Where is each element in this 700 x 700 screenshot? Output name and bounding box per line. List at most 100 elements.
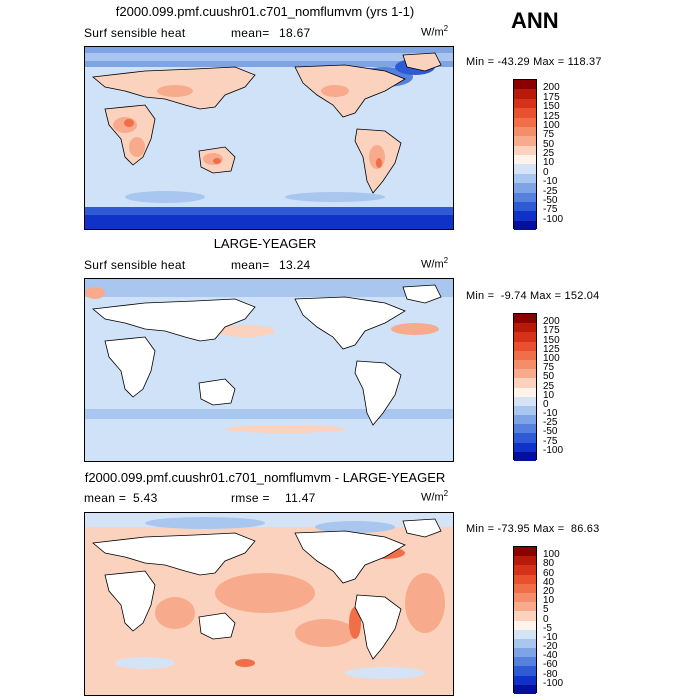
colorbar-swatch bbox=[514, 415, 536, 425]
colorbar-swatch bbox=[514, 556, 536, 566]
panel-3-units: W/m2 bbox=[421, 489, 449, 504]
map-band bbox=[85, 215, 453, 229]
colorbar-tick-label: -100 bbox=[543, 677, 564, 689]
colorbar-tick-label: 75 bbox=[543, 362, 555, 374]
colorbar-tick-label: -10 bbox=[543, 176, 558, 188]
colorbar-swatch bbox=[514, 592, 536, 603]
colorbar-swatch bbox=[514, 657, 536, 667]
colorbar-swatch bbox=[514, 89, 536, 99]
panel-2-mean-label: mean= bbox=[231, 258, 270, 272]
colorbar-swatch bbox=[514, 314, 536, 324]
colorbar-swatch bbox=[514, 323, 536, 333]
colorbar-tick-label: 175 bbox=[543, 91, 560, 103]
colorbar-tick-label: -100 bbox=[543, 213, 564, 225]
colorbar-tick-label: -25 bbox=[543, 185, 558, 197]
colorbar-swatch bbox=[514, 136, 536, 146]
map-blob bbox=[295, 619, 355, 647]
map-blob bbox=[235, 659, 255, 667]
panel-1-variable-label: Surf sensible heat bbox=[84, 26, 186, 40]
colorbar-tick-label: 80 bbox=[543, 558, 555, 570]
colorbar-tick-label: -50 bbox=[543, 194, 558, 206]
map-blob bbox=[157, 85, 193, 97]
map-blob bbox=[215, 573, 315, 613]
map-band bbox=[85, 409, 453, 419]
colorbar-swatch bbox=[514, 442, 536, 452]
colorbar-swatch bbox=[514, 620, 536, 630]
colorbar-tick-label: -10 bbox=[543, 408, 558, 420]
colorbar-swatch bbox=[514, 108, 536, 118]
colorbar-tick-label: -5 bbox=[543, 622, 552, 634]
colorbar-swatch bbox=[514, 583, 536, 593]
panel-2-minmax: Min = -9.74 Max = 152.04 bbox=[466, 290, 600, 302]
land-africa bbox=[104, 104, 156, 166]
colorbar-tick-label: 125 bbox=[543, 343, 560, 355]
panel-1-units: W/m2 bbox=[421, 24, 449, 39]
colorbar-tick-label: 75 bbox=[543, 129, 555, 141]
colorbar-swatch bbox=[514, 378, 536, 388]
map-blob bbox=[405, 573, 445, 633]
colorbar-swatch bbox=[514, 648, 536, 658]
colorbar-swatch bbox=[514, 359, 536, 370]
land-africa bbox=[104, 336, 156, 398]
colorbar-tick-label: 175 bbox=[543, 325, 560, 337]
colorbar-swatch bbox=[514, 201, 536, 212]
colorbar-tick-label: -75 bbox=[543, 435, 558, 447]
panel-1-title: f2000.099.pmf.cuushr01.c701_nomflumvm (y… bbox=[115, 4, 415, 19]
colorbar-tick-label: 40 bbox=[543, 576, 555, 588]
colorbar-swatch bbox=[514, 341, 536, 351]
colorbar-tick-label: -40 bbox=[543, 650, 558, 662]
colorbar-swatch bbox=[514, 80, 536, 90]
colorbar-tick-label: 50 bbox=[543, 371, 555, 383]
land-north-america bbox=[294, 296, 406, 350]
colorbar-swatch bbox=[514, 629, 536, 639]
colorbar-swatch bbox=[514, 574, 536, 584]
land-greenland bbox=[402, 284, 442, 304]
map-blob bbox=[349, 607, 361, 639]
colorbar-tick-label: 0 bbox=[543, 166, 549, 178]
panel-1-map bbox=[84, 46, 454, 230]
colorbar-swatch bbox=[514, 405, 536, 416]
land-north-america bbox=[294, 530, 406, 584]
map-blob bbox=[321, 85, 349, 97]
map-blob bbox=[213, 158, 221, 164]
panel-3-rmse-label: rmse = bbox=[231, 491, 270, 505]
colorbar-swatch bbox=[514, 164, 536, 174]
panel-1-colorbar bbox=[513, 79, 537, 230]
panel-3-rmse-value: 11.47 bbox=[285, 491, 316, 505]
land-eurasia bbox=[92, 298, 256, 342]
colorbar-tick-label: -25 bbox=[543, 417, 558, 429]
colorbar-swatch bbox=[514, 220, 536, 230]
land-africa bbox=[104, 570, 156, 632]
colorbar-tick-label: 0 bbox=[543, 398, 549, 410]
map-blob bbox=[315, 521, 395, 533]
colorbar-tick-label: 100 bbox=[543, 352, 560, 364]
colorbar-tick-label: 100 bbox=[543, 549, 560, 561]
colorbar-swatch bbox=[514, 145, 536, 155]
map-blob bbox=[124, 119, 134, 127]
land-australia bbox=[198, 612, 236, 640]
colorbar-swatch bbox=[514, 126, 536, 137]
map-blob bbox=[345, 667, 425, 679]
colorbar-swatch bbox=[514, 173, 536, 184]
panel-3-colorbar bbox=[513, 546, 537, 694]
colorbar-tick-label: 0 bbox=[543, 613, 549, 625]
land-north-america bbox=[294, 64, 406, 118]
colorbar-swatch bbox=[514, 451, 536, 461]
colorbar-swatch bbox=[514, 183, 536, 193]
colorbar-tick-label: 5 bbox=[543, 604, 549, 616]
map-blob bbox=[155, 597, 195, 629]
colorbar-swatch bbox=[514, 684, 536, 694]
season-label: ANN bbox=[511, 8, 559, 33]
colorbar-tick-label: 10 bbox=[543, 389, 555, 401]
panel-2-map bbox=[84, 278, 454, 462]
colorbar-tick-label: 60 bbox=[543, 567, 555, 579]
land-australia bbox=[198, 378, 236, 406]
map-band bbox=[85, 53, 453, 61]
map-blob bbox=[115, 657, 175, 669]
colorbar-tick-label: -80 bbox=[543, 668, 558, 680]
panel-2-units: W/m2 bbox=[421, 256, 449, 271]
colorbar-swatch bbox=[514, 611, 536, 621]
colorbar-tick-label: 200 bbox=[543, 316, 560, 328]
map-blob bbox=[376, 158, 382, 168]
panel-3-minmax: Min = -73.95 Max = 86.63 bbox=[466, 523, 600, 535]
